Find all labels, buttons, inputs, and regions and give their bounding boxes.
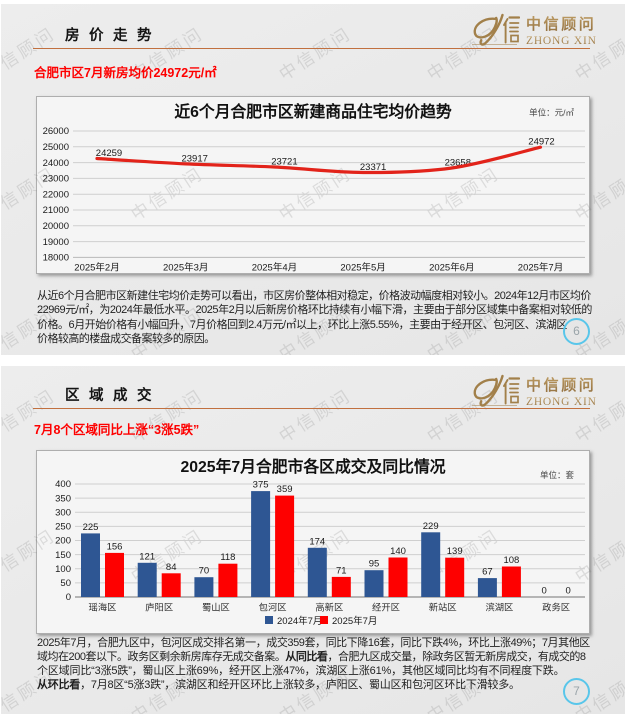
svg-text:24972: 24972 bbox=[528, 137, 554, 148]
svg-text:50: 50 bbox=[60, 578, 71, 589]
svg-text:23371: 23371 bbox=[360, 162, 386, 173]
svg-text:100: 100 bbox=[55, 564, 71, 575]
svg-text:瑶海区: 瑶海区 bbox=[89, 602, 117, 613]
svg-text:2025年2月: 2025年2月 bbox=[74, 262, 119, 274]
svg-text:20000: 20000 bbox=[43, 221, 69, 232]
svg-text:单位：元/㎡: 单位：元/㎡ bbox=[529, 108, 574, 118]
svg-text:19000: 19000 bbox=[43, 237, 69, 248]
svg-text:单位：套: 单位：套 bbox=[540, 470, 575, 480]
svg-text:21000: 21000 bbox=[43, 205, 69, 216]
svg-text:0: 0 bbox=[565, 586, 570, 597]
svg-text:23000: 23000 bbox=[43, 174, 69, 185]
svg-text:蜀山区: 蜀山区 bbox=[202, 603, 230, 613]
svg-text:23917: 23917 bbox=[181, 153, 207, 164]
svg-text:250: 250 bbox=[55, 522, 71, 533]
svg-text:156: 156 bbox=[107, 541, 123, 552]
svg-text:359: 359 bbox=[277, 484, 293, 495]
svg-text:22000: 22000 bbox=[43, 189, 69, 200]
svg-text:200: 200 bbox=[55, 536, 71, 547]
svg-text:2025年7月: 2025年7月 bbox=[518, 262, 563, 274]
svg-text:新站区: 新站区 bbox=[429, 602, 457, 613]
svg-text:24259: 24259 bbox=[96, 148, 122, 159]
svg-text:庐阳区: 庐阳区 bbox=[145, 602, 173, 613]
svg-text:67: 67 bbox=[482, 567, 493, 578]
svg-text:350: 350 bbox=[55, 493, 71, 504]
svg-text:84: 84 bbox=[166, 562, 177, 573]
svg-text:包河区: 包河区 bbox=[259, 602, 287, 613]
svg-text:经开区: 经开区 bbox=[372, 602, 400, 613]
svg-text:2025年5月: 2025年5月 bbox=[340, 262, 385, 274]
svg-text:0: 0 bbox=[541, 586, 546, 597]
svg-text:滨湖区: 滨湖区 bbox=[485, 602, 513, 613]
svg-text:95: 95 bbox=[369, 559, 380, 570]
svg-text:18000: 18000 bbox=[43, 253, 69, 264]
svg-text:139: 139 bbox=[447, 546, 463, 557]
svg-text:140: 140 bbox=[390, 546, 406, 557]
svg-text:近6个月合肥市区新建商品住宅均价趋势: 近6个月合肥市区新建商品住宅均价趋势 bbox=[174, 102, 452, 121]
svg-text:118: 118 bbox=[220, 552, 235, 563]
svg-text:25000: 25000 bbox=[43, 142, 69, 153]
svg-text:229: 229 bbox=[423, 521, 439, 532]
svg-text:26000: 26000 bbox=[43, 126, 69, 137]
svg-text:高新区: 高新区 bbox=[315, 602, 343, 613]
svg-text:政务区: 政务区 bbox=[542, 602, 570, 613]
svg-text:375: 375 bbox=[253, 480, 269, 491]
svg-text:174: 174 bbox=[309, 536, 325, 547]
svg-text:23658: 23658 bbox=[445, 158, 471, 169]
svg-text:2025年6月: 2025年6月 bbox=[429, 262, 474, 274]
svg-text:71: 71 bbox=[336, 565, 347, 576]
svg-text:300: 300 bbox=[55, 508, 71, 519]
svg-text:150: 150 bbox=[55, 550, 71, 561]
svg-text:225: 225 bbox=[83, 522, 99, 533]
svg-text:2025年4月: 2025年4月 bbox=[252, 262, 297, 274]
svg-text:0: 0 bbox=[66, 592, 71, 603]
svg-text:2024年7月: 2024年7月 bbox=[277, 615, 322, 627]
svg-text:23721: 23721 bbox=[271, 157, 297, 168]
svg-text:2025年7月合肥市各区成交及同比情况: 2025年7月合肥市各区成交及同比情况 bbox=[180, 457, 445, 476]
svg-text:108: 108 bbox=[503, 555, 519, 566]
svg-text:2025年3月: 2025年3月 bbox=[163, 262, 208, 274]
svg-text:400: 400 bbox=[55, 479, 71, 490]
svg-text:121: 121 bbox=[139, 551, 155, 562]
svg-text:70: 70 bbox=[199, 566, 210, 577]
svg-text:24000: 24000 bbox=[43, 158, 69, 169]
svg-text:2025年7月: 2025年7月 bbox=[332, 615, 377, 627]
